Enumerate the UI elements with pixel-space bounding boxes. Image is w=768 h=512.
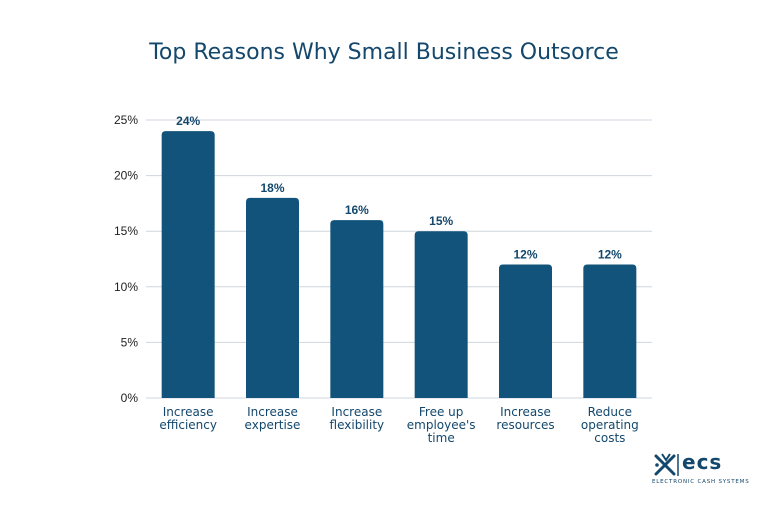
logo-wordmark: ecs <box>682 450 723 474</box>
bar-value-label: 16% <box>345 203 369 217</box>
bar <box>246 197 299 398</box>
bar-value-label: 18% <box>260 181 284 195</box>
y-tick-label: 10% <box>114 280 138 294</box>
x-tick-label: Reduce operating costs <box>581 405 639 445</box>
y-tick-label: 20% <box>114 169 138 183</box>
bar <box>414 231 468 398</box>
x-tick-label: Free up employee's time <box>407 405 476 445</box>
chart-title: Top Reasons Why Small Business Outsorce <box>149 40 619 65</box>
y-tick-label: 25% <box>114 113 138 127</box>
y-tick-label: 5% <box>121 335 139 349</box>
value-labels: 24% 18% 16% 15% 12% 12% <box>176 114 622 261</box>
x-axis-labels: Increase efficiency Increase expertise Incre… <box>159 405 638 445</box>
bar <box>161 131 215 398</box>
bar-value-label: 15% <box>429 214 453 228</box>
bar <box>499 264 552 398</box>
x-tick-label: Increase flexibility <box>330 405 385 432</box>
y-tick-label: 0% <box>121 391 139 405</box>
logo-mark-icon <box>654 453 679 476</box>
bar <box>583 264 637 398</box>
x-tick-label: Increase expertise <box>245 405 301 432</box>
gridlines <box>146 119 652 399</box>
bar-value-label: 24% <box>176 114 200 128</box>
y-tick-label: 15% <box>114 224 138 238</box>
y-axis-ticks: 0% 5% 10% 15% 20% 25% <box>114 113 138 405</box>
x-tick-label: Increase resources <box>496 405 554 432</box>
ecs-logo: ecs ELECTRONIC CASH SYSTEMS <box>652 450 749 488</box>
bar-value-label: 12% <box>513 248 537 262</box>
bar-value-label: 12% <box>598 248 622 262</box>
x-tick-label: Increase efficiency <box>159 405 217 432</box>
bars <box>161 131 637 398</box>
bar <box>330 220 384 398</box>
logo-subtitle: ELECTRONIC CASH SYSTEMS <box>652 479 750 485</box>
